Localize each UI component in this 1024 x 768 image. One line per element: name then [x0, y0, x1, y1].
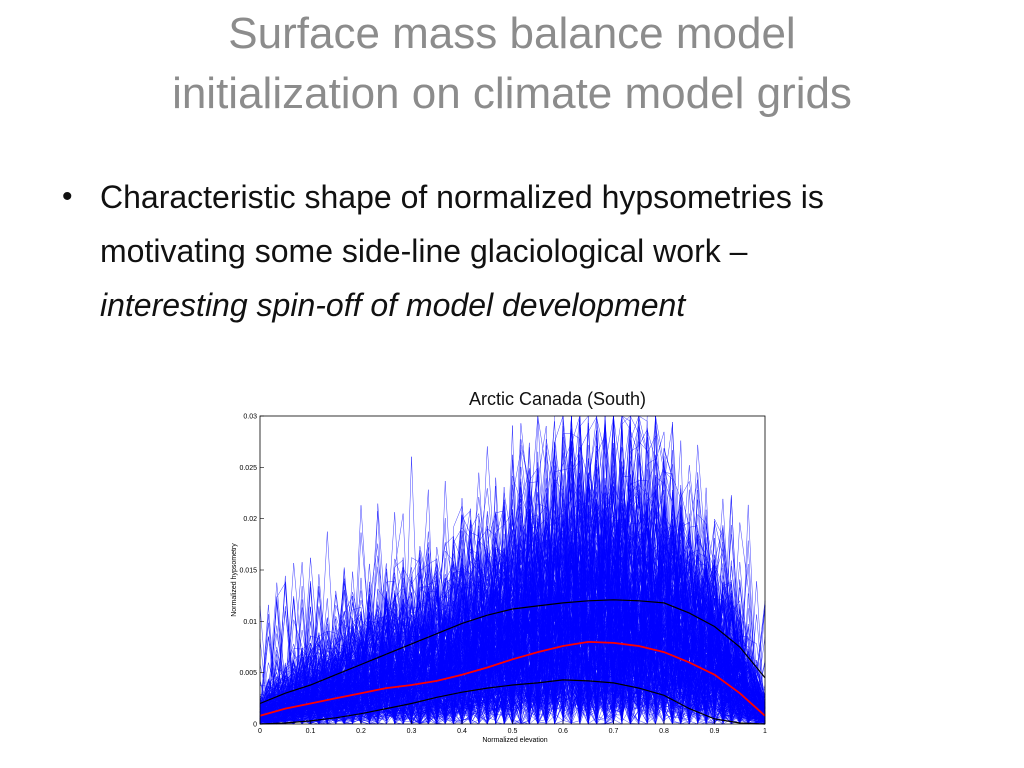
y-tick-label: 0	[253, 722, 257, 729]
ensemble-line	[259, 544, 766, 725]
x-tick-label: 1	[763, 728, 767, 735]
hypsometry-chart-svg: 0 0.1 0.2 0.3 0.4 0.5 0.6 0.7 0.8 0.9 1 0 0.005 0.01 0…	[231, 414, 767, 745]
x-axis-label: Normalized elevation	[482, 737, 547, 744]
bullet-item: • Characteristic shape of normalized hyp…	[60, 170, 890, 332]
ensemble-line	[259, 589, 766, 725]
ensemble-line	[259, 510, 766, 714]
ensemble-line	[259, 533, 766, 725]
ensemble-line	[259, 601, 766, 724]
ensemble-line	[259, 633, 766, 722]
ensemble-line	[259, 484, 766, 716]
chart-axes: 0 0.1 0.2 0.3 0.4 0.5 0.6 0.7 0.8 0.9 1 0 0.005 0.01 0…	[239, 414, 767, 736]
chart-caption: Arctic Canada (South)	[468, 389, 647, 409]
ensemble-line	[259, 622, 766, 724]
x-tick-label: 0.2	[356, 728, 366, 735]
ensemble-line	[259, 481, 766, 709]
slide-title-line-2: initialization on climate model grids	[172, 69, 852, 118]
y-tick-label: 0.005	[239, 670, 257, 677]
series-line-upper	[259, 599, 766, 705]
ensemble-line	[259, 518, 766, 722]
slide-title-line-1: Surface mass balance model	[228, 9, 796, 58]
series-line-lower	[259, 679, 766, 725]
x-tick-label: 0.5	[508, 728, 518, 735]
y-tick-label: 0.01	[243, 619, 257, 626]
bullet-dot-icon: •	[62, 180, 73, 213]
y-tick-label: 0.02	[243, 516, 257, 523]
x-tick-label: 0.1	[306, 728, 316, 735]
y-tick-label: 0.025	[239, 465, 257, 472]
slide-title: Surface mass balance model initializatio…	[0, 4, 1024, 124]
ensemble-line	[259, 464, 766, 711]
x-tick-label: 0.6	[558, 728, 568, 735]
bullet-list: • Characteristic shape of normalized hyp…	[60, 170, 890, 332]
statistic-lines	[259, 599, 766, 725]
ensemble-line	[259, 538, 766, 713]
ensemble-line	[259, 415, 766, 725]
x-tick-label: 0.4	[457, 728, 467, 735]
ensemble-line	[259, 450, 766, 717]
series-line-mean	[259, 640, 766, 717]
y-tick-label: 0.015	[239, 568, 257, 575]
ensemble-lines	[259, 415, 766, 725]
ensemble-line	[259, 426, 766, 710]
x-tick-label: 0.9	[710, 728, 720, 735]
x-tick-label: 0.8	[659, 728, 669, 735]
bullet-text-italic: interesting spin-off of model developmen…	[100, 287, 686, 323]
ensemble-line	[259, 562, 766, 717]
ensemble-line	[259, 550, 766, 720]
ensemble-line	[259, 425, 766, 725]
y-axis-label: Normalized hypsometry	[231, 543, 238, 617]
ensemble-line	[259, 509, 766, 711]
ensemble-line	[259, 422, 766, 714]
bullet-text: Characteristic shape of normalized hypso…	[100, 179, 824, 269]
hypsometry-chart: 0 0.1 0.2 0.3 0.4 0.5 0.6 0.7 0.8 0.9 1 0 0.005 0.01 0…	[222, 408, 782, 750]
x-tick-label: 0.7	[609, 728, 619, 735]
x-tick-label: 0	[258, 728, 262, 735]
x-tick-label: 0.3	[407, 728, 417, 735]
y-tick-label: 0.03	[243, 414, 257, 421]
